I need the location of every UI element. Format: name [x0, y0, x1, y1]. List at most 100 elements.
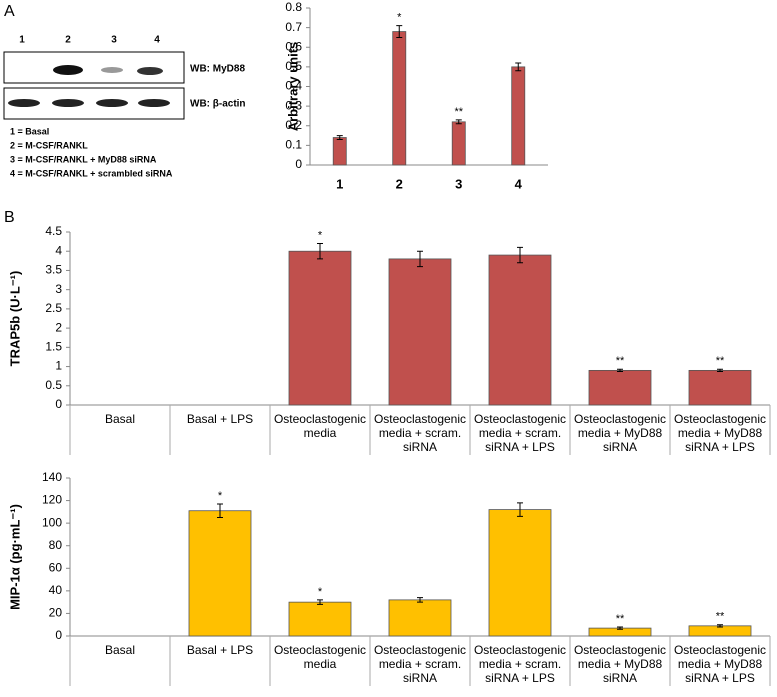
y-tick-label: 4.5 [45, 224, 62, 238]
y-tick-label: 0.4 [285, 79, 302, 93]
error-bar [417, 250, 423, 268]
blot-row-label: WB: β-actin [190, 99, 246, 110]
y-tick-label: 40 [49, 583, 63, 597]
band [101, 67, 123, 73]
y-tick-label: 3.5 [45, 263, 62, 277]
y-tick-label: 0 [295, 157, 302, 171]
error-bar [515, 62, 522, 72]
error-bar [717, 368, 723, 373]
bar [451, 121, 466, 166]
x-tick-label: Osteoclastogenic media + MyD88 siRNA [573, 643, 667, 685]
y-tick-label: 2 [55, 320, 62, 334]
x-tick-label: Osteoclastogenic media + MyD88 siRNA + L… [673, 643, 767, 685]
error-bar [336, 135, 343, 140]
y-tick-label: 0 [55, 397, 62, 411]
error-bar [617, 626, 623, 630]
x-tick-label: Osteoclastogenic media + scram. siRNA + … [473, 643, 567, 685]
x-tick-label: Basal + LPS [186, 643, 254, 657]
significance-label: * [318, 586, 323, 598]
panel-label: B [4, 209, 15, 226]
bar [488, 254, 552, 406]
significance-label: ** [616, 355, 625, 367]
y-axis-label: Arbitrary units [285, 42, 300, 132]
y-tick-label: 140 [42, 470, 62, 484]
y-tick-label: 120 [42, 493, 62, 507]
y-tick-label: 2.5 [45, 301, 62, 315]
error-bar [317, 243, 323, 260]
error-bar [517, 502, 523, 517]
blot-row-label: WB: MyD88 [190, 64, 245, 75]
y-tick-label: 0 [55, 628, 62, 642]
x-tick-label: Basal + LPS [186, 412, 254, 426]
blot: 1 2 3 4 WB: MyD88 WB: β-actin [3, 35, 246, 120]
y-tick-label: 0.3 [285, 98, 302, 112]
band [96, 99, 128, 107]
bar [511, 66, 526, 166]
bar [388, 599, 452, 637]
x-tick-label: Osteoclastogenic media + MyD88 siRNA + L… [673, 412, 767, 454]
bar [288, 250, 352, 406]
x-tick-label: 4 [515, 176, 523, 191]
error-bar [417, 597, 423, 603]
panel-label: A [4, 3, 15, 20]
y-tick-label: 60 [49, 560, 63, 574]
x-tick-label: Basal [104, 643, 136, 657]
y-tick-label: 0.6 [285, 39, 302, 53]
x-tick-label: 3 [455, 176, 462, 191]
x-tick-label: Osteoclastogenic media + scram. siRNA + … [473, 412, 567, 454]
x-tick-label: Basal [104, 412, 136, 426]
x-tick-label: Osteoclastogenic media + scram. siRNA [373, 412, 467, 454]
bar [688, 369, 752, 406]
significance-label: ** [716, 355, 725, 367]
y-tick-label: 0.7 [285, 20, 302, 34]
key-item: 1 = Basal [10, 126, 49, 136]
band [138, 99, 170, 107]
x-tick-label: Osteoclastogenic media + MyD88 siRNA [573, 412, 667, 454]
band [8, 99, 40, 107]
lane-label: 3 [111, 35, 117, 46]
error-bar [717, 624, 723, 628]
bar [392, 31, 407, 166]
band [53, 65, 83, 75]
significance-label: ** [616, 613, 625, 625]
y-tick-label: 3 [55, 282, 62, 296]
x-tick-label: Osteoclastogenic media + scram. siRNA [373, 643, 467, 685]
x-tick-label: 1 [336, 176, 343, 191]
lane-label: 4 [154, 35, 160, 46]
y-tick-label: 1 [55, 359, 62, 373]
error-bar [617, 368, 623, 373]
bar [288, 601, 352, 637]
bar [488, 509, 552, 637]
y-tick-label: 0.5 [45, 378, 62, 392]
significance-label: * [318, 229, 323, 241]
bar [332, 137, 347, 166]
y-tick-label: 80 [49, 538, 63, 552]
bar [588, 369, 652, 406]
y-axis-label: TRAP5b (U·L⁻¹) [7, 271, 22, 367]
error-bar [317, 599, 323, 605]
key-item: 2 = M-CSF/RANKL [10, 140, 88, 150]
y-tick-label: 1.5 [45, 340, 62, 354]
y-tick-label: 0.1 [285, 138, 302, 152]
x-tick-label: Osteoclastogenic media [273, 643, 367, 671]
band [137, 67, 163, 75]
y-axis-label: MIP-1α (pg·mL⁻¹) [7, 504, 22, 610]
error-bar [396, 25, 403, 38]
significance-label: ** [454, 106, 463, 118]
x-tick-label: 2 [396, 176, 403, 191]
error-bar [455, 119, 462, 125]
lane-label: 1 [19, 35, 25, 46]
y-tick-label: 100 [42, 515, 62, 529]
key-item: 4 = M-CSF/RANKL + scrambled siRNA [10, 168, 173, 178]
blot-frame [3, 51, 185, 84]
error-bar [517, 246, 523, 264]
key-item: 3 = M-CSF/RANKL + MyD88 siRNA [10, 154, 157, 164]
error-bar [217, 503, 223, 518]
significance-label: * [218, 490, 223, 502]
lane-label: 2 [65, 35, 71, 46]
significance-label: * [397, 12, 402, 24]
y-tick-label: 4 [55, 243, 62, 257]
y-tick-label: 0.8 [285, 0, 302, 14]
